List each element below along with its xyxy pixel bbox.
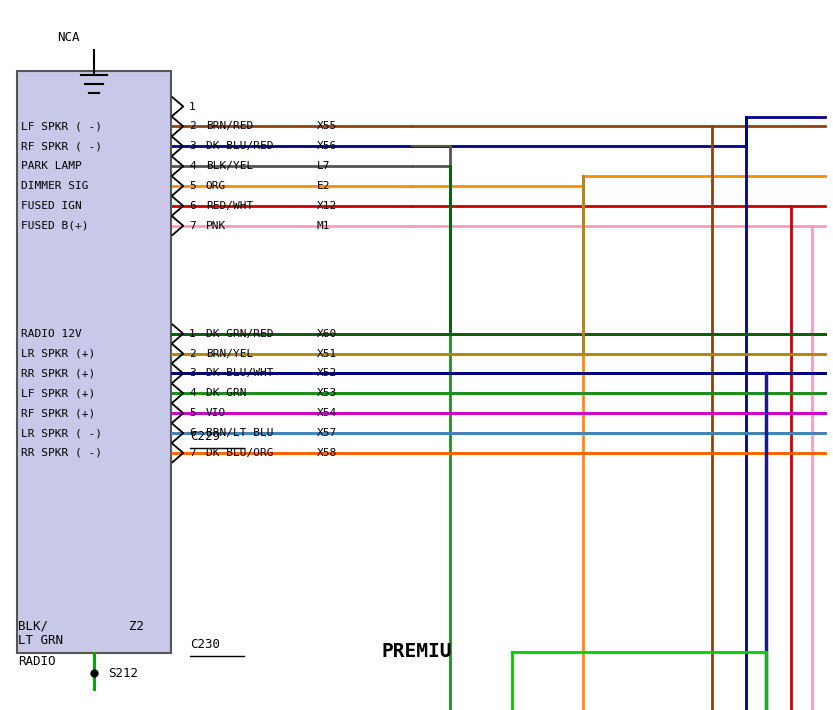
Text: BRN/RED: BRN/RED: [206, 121, 253, 131]
Text: NCA: NCA: [57, 31, 80, 44]
Text: 3: 3: [189, 141, 196, 151]
Text: FUSED IGN: FUSED IGN: [21, 201, 82, 211]
Text: 4: 4: [189, 161, 196, 171]
Text: X56: X56: [317, 141, 337, 151]
Text: X53: X53: [317, 388, 337, 398]
Text: Z2: Z2: [129, 620, 144, 633]
Text: FUSED B(+): FUSED B(+): [21, 221, 88, 231]
Text: X57: X57: [317, 428, 337, 438]
Text: 5: 5: [189, 408, 196, 418]
Text: 6: 6: [189, 201, 196, 211]
Text: DK BLU/WHT: DK BLU/WHT: [206, 368, 273, 378]
Bar: [17, 71, 171, 653]
Text: 1: 1: [189, 102, 196, 111]
Text: LF SPKR ( -): LF SPKR ( -): [21, 121, 102, 131]
Text: RF SPKR ( -): RF SPKR ( -): [21, 141, 102, 151]
Text: X58: X58: [317, 448, 337, 458]
Text: X51: X51: [317, 349, 337, 359]
Text: RF SPKR (+): RF SPKR (+): [21, 408, 95, 418]
Text: PARK LAMP: PARK LAMP: [21, 161, 82, 171]
Text: X60: X60: [317, 329, 337, 339]
Text: 7: 7: [189, 221, 196, 231]
Text: X12: X12: [317, 201, 337, 211]
Text: 2: 2: [189, 121, 196, 131]
Text: RR SPKR (+): RR SPKR (+): [21, 368, 95, 378]
Text: X54: X54: [317, 408, 337, 418]
Text: C230: C230: [190, 638, 220, 651]
Text: DK BLU/RED: DK BLU/RED: [206, 141, 273, 151]
Text: 1: 1: [189, 329, 196, 339]
Text: BRN/YEL: BRN/YEL: [206, 349, 253, 359]
Text: 7: 7: [189, 448, 196, 458]
Text: RR SPKR ( -): RR SPKR ( -): [21, 448, 102, 458]
Text: 5: 5: [189, 181, 196, 191]
Text: BLK/YEL: BLK/YEL: [206, 161, 253, 171]
Text: S212: S212: [108, 667, 138, 679]
Text: C229: C229: [190, 430, 220, 443]
Text: E2: E2: [317, 181, 330, 191]
Text: L7: L7: [317, 161, 330, 171]
Text: RADIO: RADIO: [18, 655, 56, 668]
Text: LF SPKR (+): LF SPKR (+): [21, 388, 95, 398]
Text: X55: X55: [317, 121, 337, 131]
Text: RED/WHT: RED/WHT: [206, 201, 253, 211]
Text: PREMIU: PREMIU: [382, 643, 451, 661]
Text: BLK/
LT GRN: BLK/ LT GRN: [18, 619, 63, 648]
Text: PNK: PNK: [206, 221, 226, 231]
Text: DK GRN/RED: DK GRN/RED: [206, 329, 273, 339]
Text: 6: 6: [189, 428, 196, 438]
Text: LR SPKR ( -): LR SPKR ( -): [21, 428, 102, 438]
Text: 4: 4: [189, 388, 196, 398]
Text: ORG: ORG: [206, 181, 226, 191]
Text: X52: X52: [317, 368, 337, 378]
Text: 3: 3: [189, 368, 196, 378]
Text: DK GRN: DK GRN: [206, 388, 247, 398]
Text: 2: 2: [189, 349, 196, 359]
Text: DIMMER SIG: DIMMER SIG: [21, 181, 88, 191]
Text: DK BLU/ORG: DK BLU/ORG: [206, 448, 273, 458]
Text: M1: M1: [317, 221, 330, 231]
Text: BRN/LT BLU: BRN/LT BLU: [206, 428, 273, 438]
Text: LR SPKR (+): LR SPKR (+): [21, 349, 95, 359]
Text: VIO: VIO: [206, 408, 226, 418]
Text: RADIO 12V: RADIO 12V: [21, 329, 82, 339]
